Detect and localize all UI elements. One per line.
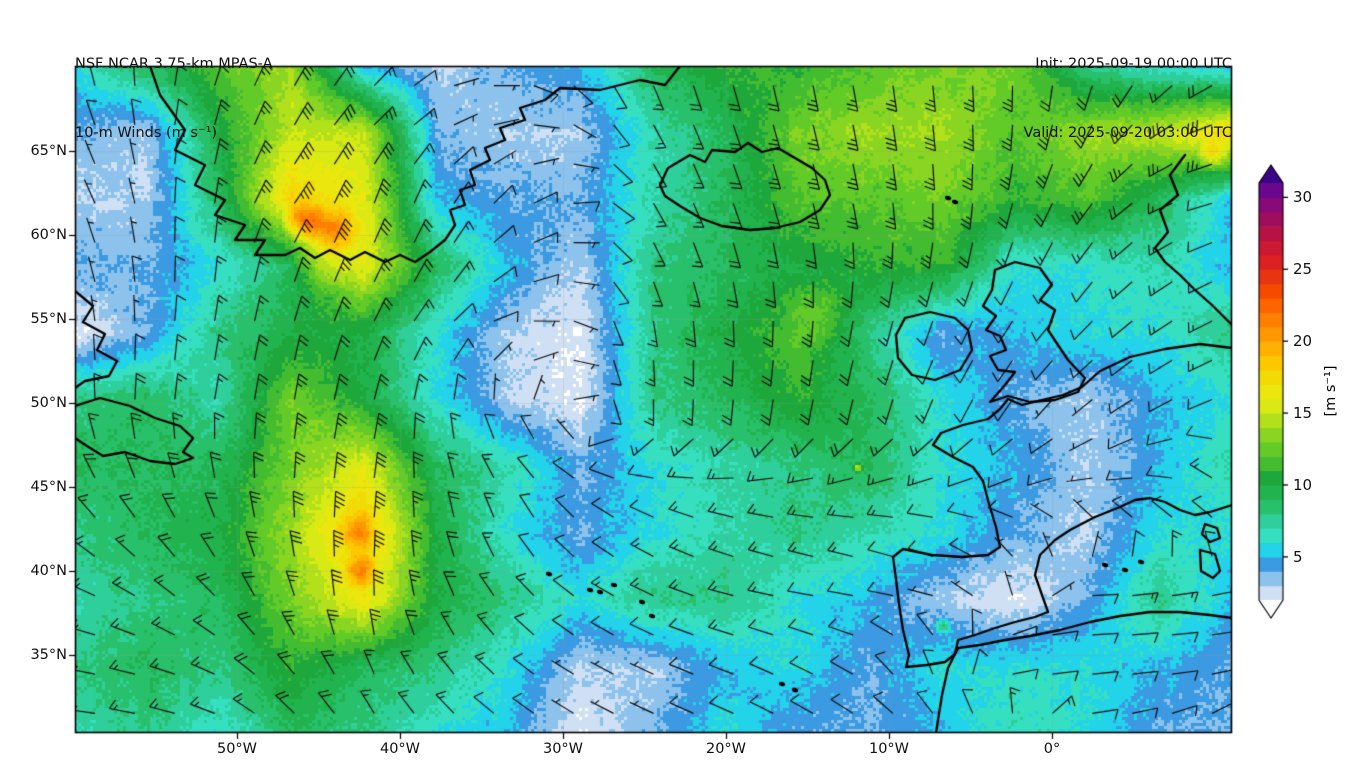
y-tick-label: 60°N: [30, 227, 67, 243]
init-time-label: Init: 2025-09-19 00:00 UTC: [1035, 56, 1232, 72]
colorbar-tick-label: 15: [1293, 404, 1313, 423]
x-tick-label: 50°W: [216, 741, 258, 757]
colorbar-unit-label: [m s⁻¹]: [1323, 365, 1339, 417]
y-tick-label: 50°N: [30, 395, 67, 411]
y-tick-label: 65°N: [30, 143, 67, 159]
x-tick-label: 30°W: [542, 741, 584, 757]
x-tick-label: 0°: [1043, 741, 1061, 757]
run-time-info: Init: 2025-09-19 00:00 UTC Valid: 2025-0…: [1024, 7, 1232, 191]
colorbar-tick-label: 30: [1293, 188, 1313, 207]
colorbar-tick-label: 20: [1293, 332, 1313, 351]
colorbar-tick-label: 25: [1293, 260, 1313, 279]
colorbar-tick-label: 10: [1293, 475, 1313, 494]
valid-time-label: Valid: 2025-09-20 03:00 UTC: [1023, 125, 1232, 141]
y-tick-label: 45°N: [30, 479, 67, 495]
title-line-model: NSF NCAR 3.75-km MPAS-A: [75, 56, 273, 72]
title-line-variable: 10-m Winds (m s⁻¹): [75, 125, 218, 141]
colorbar-tick-label: 5: [1293, 547, 1303, 566]
figure-title: NSF NCAR 3.75-km MPAS-A 10-m Winds (m s⁻…: [75, 7, 273, 191]
x-tick-label: 40°W: [379, 741, 421, 757]
y-tick-label: 55°N: [30, 311, 67, 327]
y-tick-label: 35°N: [30, 647, 67, 663]
x-tick-label: 20°W: [705, 741, 747, 757]
y-tick-label: 40°N: [30, 563, 67, 579]
x-tick-label: 10°W: [868, 741, 910, 757]
